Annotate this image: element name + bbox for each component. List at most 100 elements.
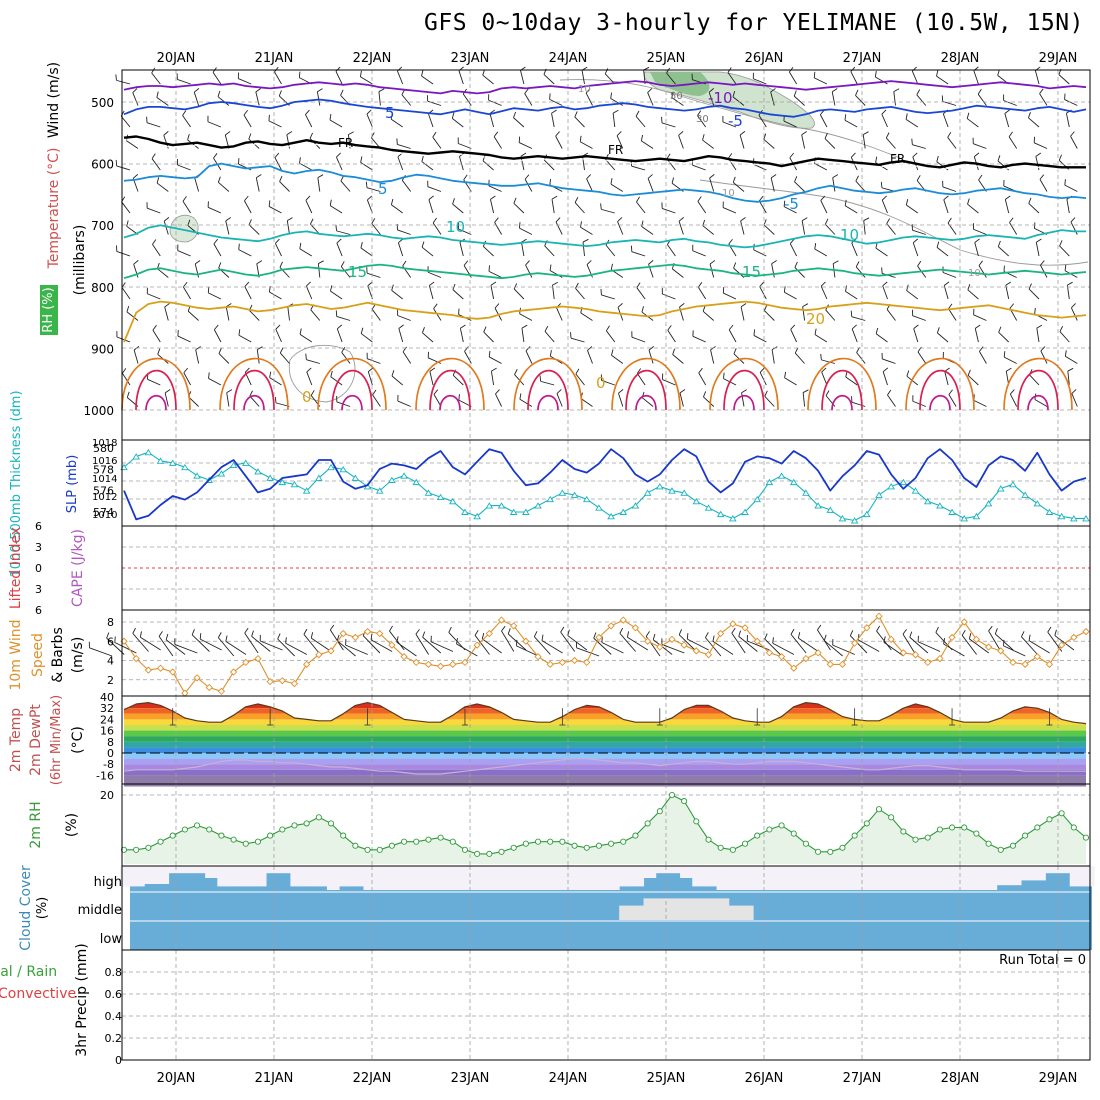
cloud-high-clear [1057,866,1071,874]
wind-barb-flag [832,174,839,179]
wind-barb-flag [801,217,808,222]
wind-barb [702,310,714,321]
cloud-high-clear [777,866,791,890]
surface-wind-barb [560,631,576,652]
wind-barb [875,76,888,85]
wind-barb-flag [1067,367,1074,372]
isotherm-10 [123,224,1086,249]
wind-barb-flag [863,217,870,221]
wind-barb-flag [164,303,170,308]
wind-barb [875,333,888,343]
wind-barb-flag [1071,303,1076,309]
contour-label: 0 [596,374,606,392]
wind-barb [943,199,949,214]
wind-barb [360,161,373,171]
wind-barb [401,94,412,106]
wind-speed-marker [875,612,883,620]
wind-barb [998,331,1010,343]
surface-wind-barb [311,637,332,652]
wind-barb [335,71,343,85]
rh-marker [571,842,578,849]
wind-speed-marker [315,651,323,659]
surface-wind-barb-flag [738,630,741,637]
wind-barb-flag [967,198,970,205]
wind-barb-flag [667,325,672,331]
thickness-marker [777,472,786,479]
surface-wind-barb-flag [790,628,795,635]
wind-barb [177,335,191,343]
wind-barb-flag [398,238,404,244]
wind-barb-flag [1036,238,1042,243]
wind-barb [741,392,745,407]
wind-barb [432,136,442,149]
wind-barb [317,177,321,192]
wind-barb-flag [911,138,913,145]
surface-wind-barb [456,643,478,657]
surface-wind-barb-flag [731,627,736,634]
pressure-axis-label: (millibars) [72,225,88,296]
wind-barb [305,114,313,128]
wind-barb [126,140,139,149]
wind-barb [372,394,381,407]
wind-barb-flag [1010,389,1015,395]
wind-barb [1004,199,1010,214]
wind-barb [336,230,351,235]
wind-barb-flag [491,367,497,372]
wind-barb [794,352,805,364]
thickness-marker [1009,480,1017,488]
wind-barb [814,163,828,171]
wind-barb-flag [463,260,469,266]
wind-barb [133,349,139,364]
wind-barb-flag [821,367,827,373]
wind-barb [672,354,684,364]
wind-barb-flag [452,198,455,205]
wind-barb-flag [132,88,138,93]
wind-barb-flag [549,350,552,357]
rh-marker [936,826,943,833]
isotherm-35-loop [537,394,559,411]
wind-barb [329,119,343,128]
wind-barb [1005,285,1010,300]
wind-barb [784,291,797,300]
wind-barb [580,398,593,407]
surface-wind-barb-flag [217,632,222,638]
surface-wind-barb-flag [560,626,565,633]
rh-marker [949,824,956,831]
rh-marker [705,836,712,843]
rh-marker [875,806,883,813]
contour-label: 10 [578,84,591,95]
wind-barb [1008,136,1018,149]
wind-barb-flag [309,132,313,139]
rh-marker [413,838,420,845]
surface-wind-barb-flag [1028,634,1031,641]
wind-barb [428,357,442,364]
temperature-tick: 40 [100,691,114,704]
wind-barb [770,177,775,192]
wind-barb-flag [164,389,171,394]
wind-barb-flag [279,347,284,354]
surface-wind-barb [430,641,454,652]
rh-2m-axis-label: 2m RH [28,801,44,848]
wind-barb-flag [832,260,839,265]
rh-marker [595,842,602,849]
surface-wind-barb-flag [678,629,682,636]
wind-barb [156,182,169,192]
wind-barb [978,265,987,278]
wind-barb [458,228,472,235]
wind-barb-flag [636,196,640,203]
cloud-high-clear [375,866,389,890]
wind-speed-marker [863,624,871,632]
temperature-band [124,719,1086,725]
wind-speed-marker [290,679,299,688]
surface-wind-barb-flag [909,631,913,638]
rh-marker [741,840,749,847]
wind-barb [556,393,563,407]
wind-barb-flag [1028,283,1032,290]
wind-barb [514,374,525,386]
wind-barb [844,119,858,128]
rh-marker [169,832,176,839]
wind-barb [610,183,624,192]
wind-barb-flag [279,261,283,268]
rh-marker [839,844,846,851]
cloud-high-clear [1021,866,1034,881]
